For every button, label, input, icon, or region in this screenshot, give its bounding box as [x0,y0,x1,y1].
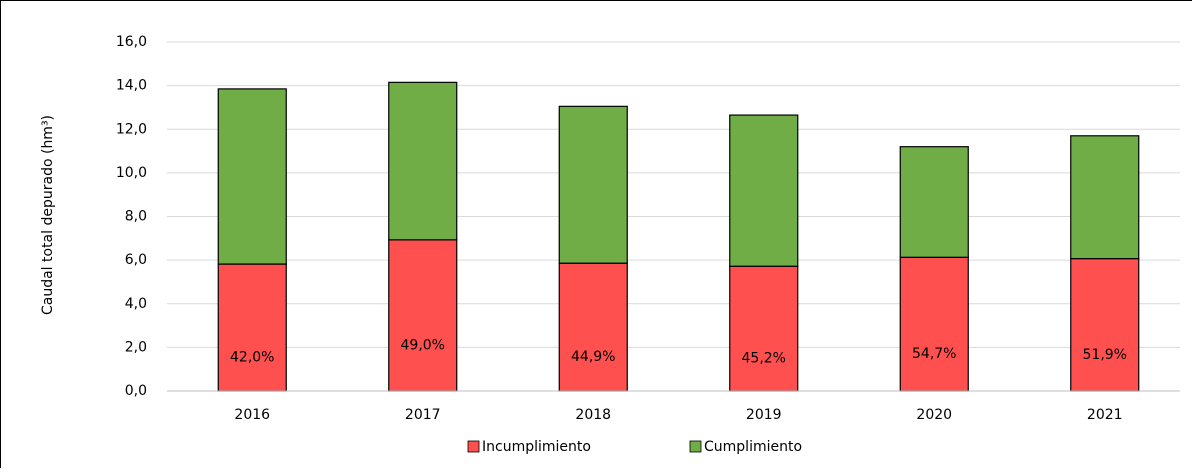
y-tick-label: 6,0 [125,252,147,268]
y-tick-label: 8,0 [125,209,147,225]
x-tick-label: 2018 [575,407,611,423]
y-tick-label: 10,0 [116,165,147,181]
data-label: 54,7% [912,346,956,362]
bar-segment [218,264,286,391]
legend-swatch [690,441,701,452]
x-tick-label: 2016 [234,407,270,423]
bar-segment [1071,259,1139,391]
x-tick-label: 2020 [916,407,952,423]
x-tick-label: 2021 [1087,407,1123,423]
bar-segment [730,115,798,266]
data-label: 49,0% [401,337,445,353]
y-tick-label: 4,0 [125,296,147,312]
x-tick-label: 2017 [405,407,441,423]
data-label: 42,0% [230,350,274,366]
bar-segment [389,240,457,391]
data-label: 45,2% [742,351,786,367]
legend-swatch [468,441,479,452]
bar-segment [1071,136,1139,259]
y-axis-label: Caudal total depurado (hm³) [40,115,56,315]
bar-segment [900,147,968,258]
data-label: 51,9% [1083,347,1127,363]
y-tick-label: 12,0 [116,121,147,137]
y-tick-label: 14,0 [116,78,147,94]
legend-label: Incumplimiento [482,439,591,455]
data-label: 44,9% [571,349,615,365]
y-tick-label: 2,0 [125,339,147,355]
bar-segment [559,106,627,263]
y-tick-label: 0,0 [125,383,147,399]
legend-label: Cumplimiento [704,439,802,455]
y-tick-label: 16,0 [116,34,147,50]
bar-segment [900,257,968,391]
bar-segment [389,82,457,239]
bar-segment [218,89,286,264]
bar-segment [730,266,798,391]
bar-segment [559,263,627,391]
x-tick-label: 2019 [746,407,782,423]
